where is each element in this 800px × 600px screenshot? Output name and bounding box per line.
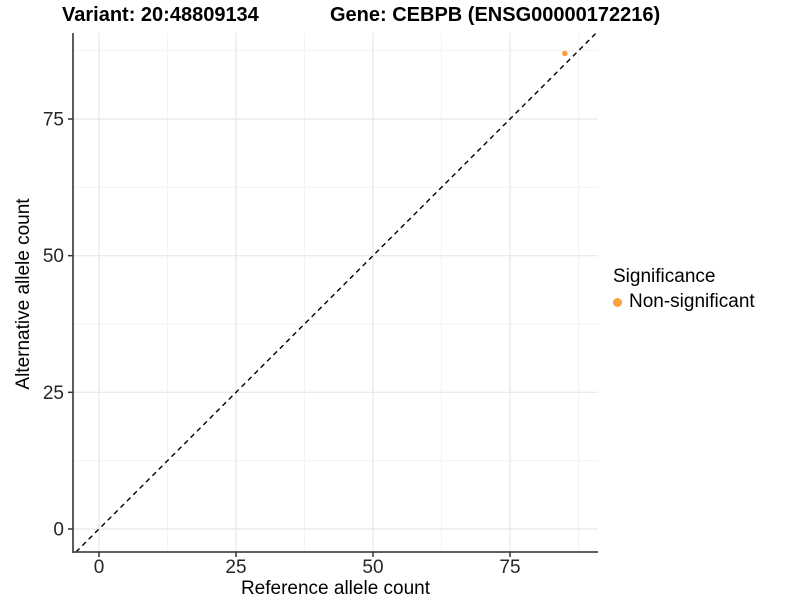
data-point [562, 50, 568, 57]
grid-minor [73, 33, 598, 552]
gene-title: Gene: CEBPB (ENSG00000172216) [330, 4, 661, 26]
x-axis-title: Reference allele count [240, 578, 431, 599]
y-axis-title: Alternative allele count [13, 198, 34, 390]
identity-line [75, 32, 597, 553]
svg-text:50: 50 [43, 246, 64, 267]
y-axis-ticks: 0 25 50 75 [43, 109, 73, 541]
legend-item: Non-significant [613, 291, 755, 313]
svg-text:25: 25 [225, 557, 246, 578]
x-axis-ticks: 0 25 50 75 [94, 552, 521, 578]
svg-text:50: 50 [362, 557, 383, 578]
svg-text:0: 0 [94, 557, 105, 578]
svg-text:75: 75 [499, 557, 520, 578]
svg-text:25: 25 [43, 383, 64, 404]
legend-item-label: Non-significant [629, 291, 755, 312]
svg-text:0: 0 [53, 520, 64, 541]
legend-title: Significance [613, 266, 716, 287]
legend: Significance Non-significant [613, 266, 755, 313]
svg-text:75: 75 [43, 109, 64, 130]
axis-lines [72, 33, 598, 553]
variant-title: Variant: 20:48809134 [62, 4, 259, 26]
grid-major [73, 33, 598, 552]
non-significant-dot-icon [613, 297, 622, 307]
